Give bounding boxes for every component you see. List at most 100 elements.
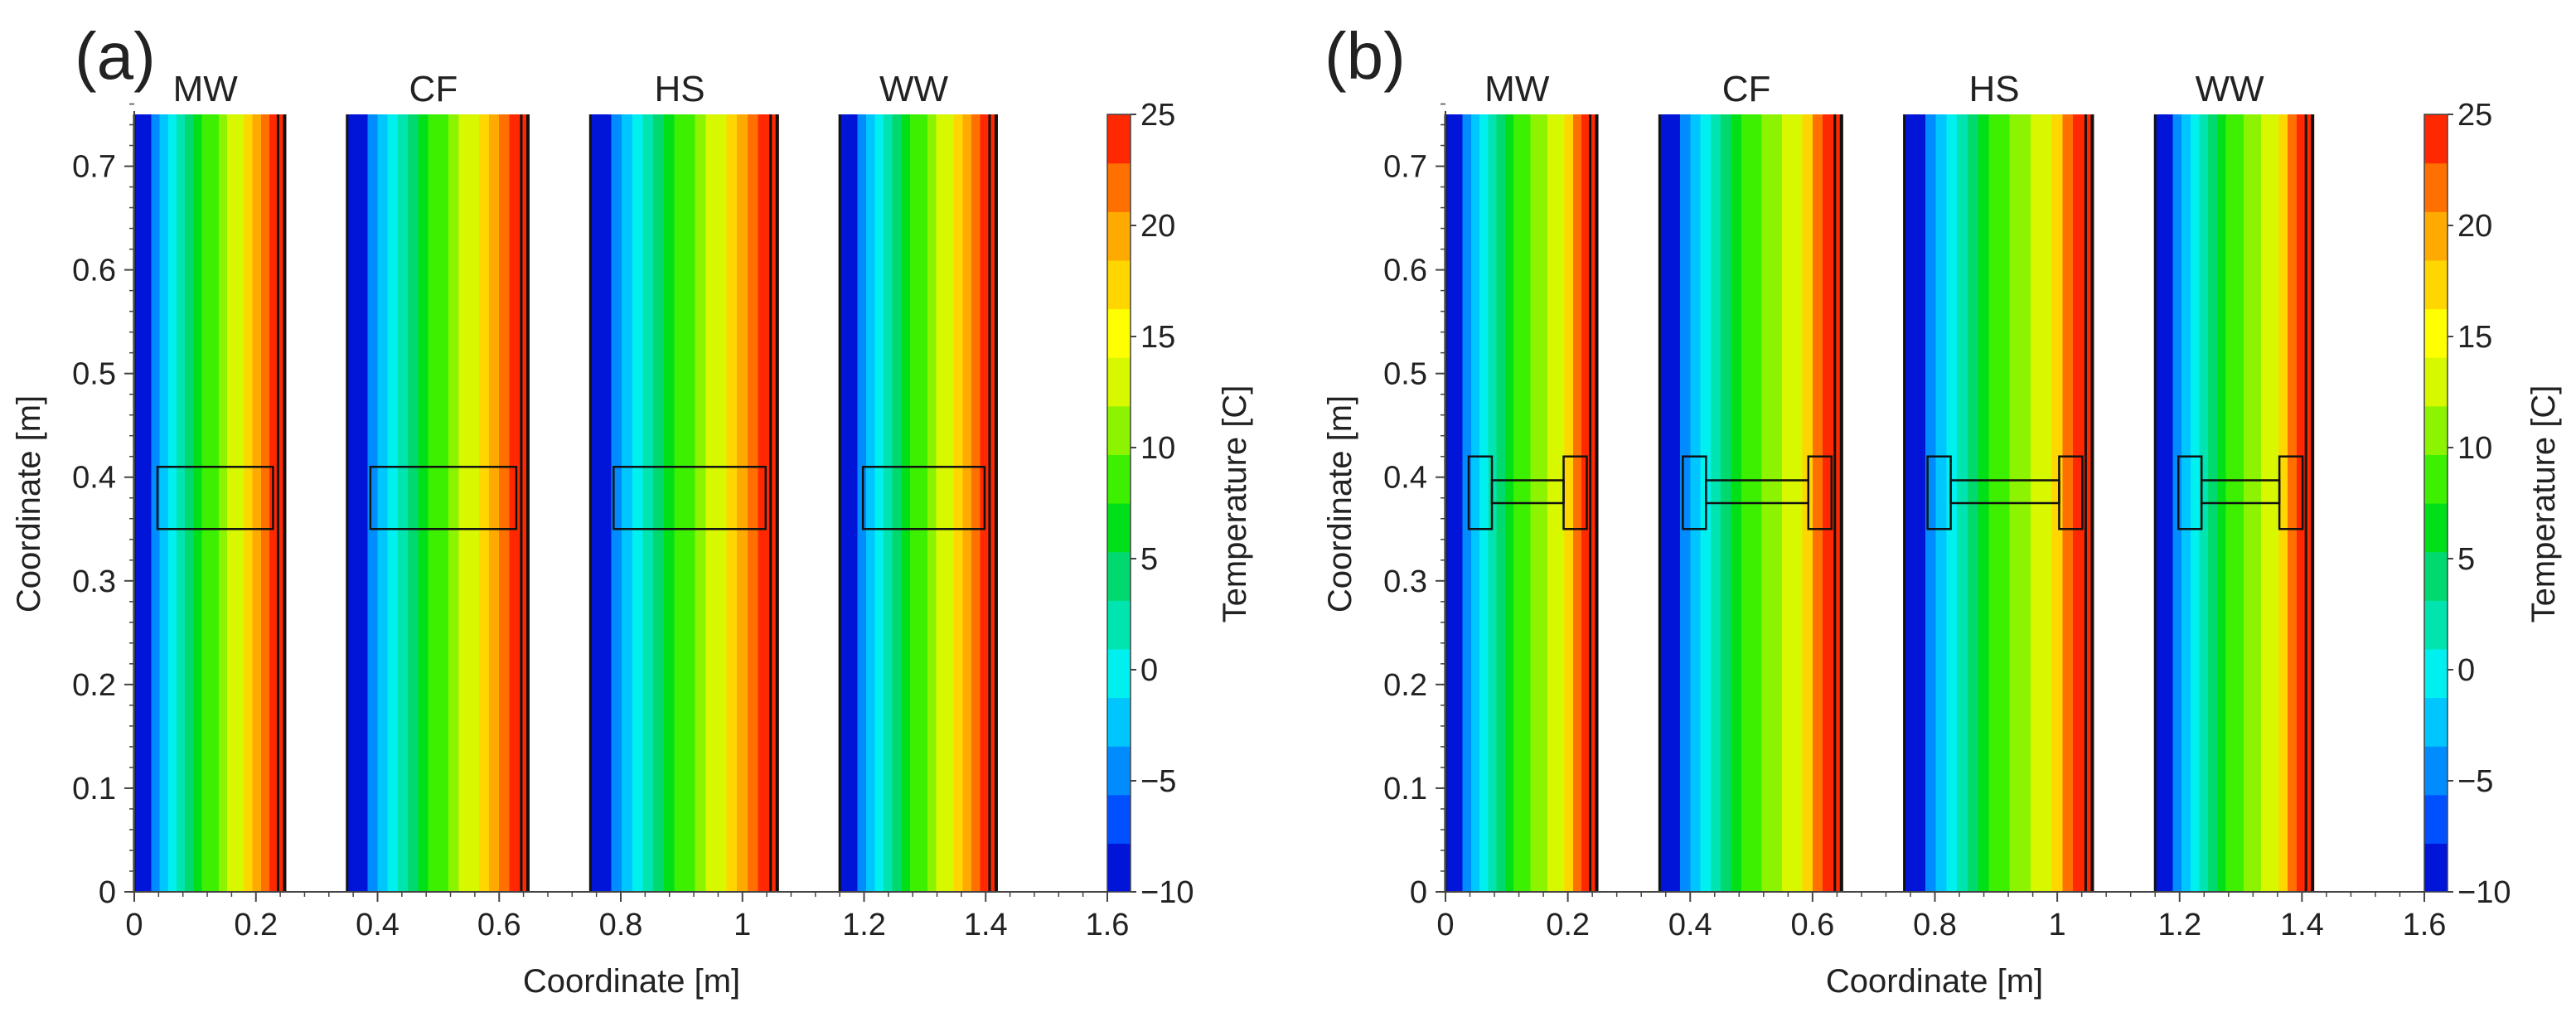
wall-label-mw: MW bbox=[1484, 69, 1550, 109]
colorbar-segment bbox=[2424, 454, 2448, 504]
i-beam-web bbox=[1949, 479, 2060, 505]
colorbar-tick-label: 5 bbox=[1140, 542, 1158, 577]
colorbar-title: Temperature [C] bbox=[1217, 385, 1253, 623]
colorbar-segment bbox=[2424, 357, 2448, 407]
wall-label-hs: HS bbox=[654, 69, 705, 109]
colorbar-segment bbox=[2424, 843, 2448, 893]
x-tick-label: 1.4 bbox=[2280, 908, 2324, 942]
colorbar-segment bbox=[2424, 746, 2448, 796]
colorbar-tick-label: 0 bbox=[1140, 653, 1158, 688]
colorbar-tick-label: 15 bbox=[2457, 320, 2492, 355]
colorbar-segment bbox=[1107, 211, 1131, 261]
y-tick-label: 0.1 bbox=[1383, 772, 1427, 806]
x-axis-title: Coordinate [m] bbox=[1826, 963, 2043, 1000]
colorbar-segment bbox=[2424, 503, 2448, 553]
colorbar-segment bbox=[1107, 114, 1131, 164]
colorbar-segment bbox=[1107, 794, 1131, 844]
beam-outline bbox=[613, 465, 767, 530]
colorbar-frame bbox=[2423, 114, 2448, 893]
colorbar-tick-label: −10 bbox=[2457, 875, 2511, 910]
colorbar-title: Temperature [C] bbox=[2525, 385, 2562, 623]
beam-outline bbox=[156, 465, 274, 530]
y-tick-label: 0.7 bbox=[72, 150, 116, 185]
x-tick-label: 1.2 bbox=[2157, 908, 2201, 942]
colorbar-segment bbox=[2424, 600, 2448, 650]
colorbar-segment bbox=[2424, 259, 2448, 310]
y-tick-label: 0.4 bbox=[1383, 461, 1427, 496]
i-beam-web bbox=[1705, 479, 1810, 505]
colorbar-segment bbox=[1107, 600, 1131, 650]
x-tick-label: 0.4 bbox=[1668, 908, 1712, 942]
wall-label-hs: HS bbox=[1968, 69, 2019, 109]
x-tick-label: 0.2 bbox=[234, 908, 278, 942]
x-tick-label: 0.2 bbox=[1546, 908, 1590, 942]
i-beam-web bbox=[2200, 479, 2281, 505]
colorbar-segment bbox=[2424, 794, 2448, 844]
colorbar-segment bbox=[2424, 114, 2448, 164]
colorbar-tick-label: −10 bbox=[1140, 875, 1194, 910]
y-axis-title: Coordinate [m] bbox=[11, 395, 47, 613]
colorbar-tick-label: −5 bbox=[2457, 764, 2493, 799]
colorbar-segment bbox=[1107, 357, 1131, 407]
colorbar-tick-label: 5 bbox=[2457, 542, 2475, 577]
y-tick-label: 0.1 bbox=[72, 772, 116, 806]
colorbar-segment bbox=[1107, 454, 1131, 504]
colorbar-segment bbox=[1107, 405, 1131, 455]
x-tick-label: 0.4 bbox=[356, 908, 399, 942]
wall-field-mw bbox=[134, 114, 287, 892]
x-tick-label: 1.6 bbox=[1086, 908, 1130, 942]
x-tick-label: 1.4 bbox=[964, 908, 1008, 942]
colorbar-segment bbox=[2424, 308, 2448, 358]
colorbar-tick-label: 10 bbox=[2457, 431, 2492, 466]
wall-label-cf: CF bbox=[1722, 69, 1771, 109]
colorbar-segment bbox=[2424, 551, 2448, 601]
x-tick-label: 0.8 bbox=[1913, 908, 1957, 942]
colorbar-tick-label: 20 bbox=[1140, 209, 1175, 244]
colorbar-segment bbox=[1107, 162, 1131, 212]
y-tick-label: 0.3 bbox=[72, 564, 116, 599]
wall-label-ww: WW bbox=[2196, 69, 2265, 109]
colorbar-frame bbox=[1106, 114, 1131, 893]
y-tick-label: 0.5 bbox=[1383, 357, 1427, 392]
colorbar-tick-label: 0 bbox=[2457, 653, 2475, 688]
plot-area: MW CF HS WW −10 −5 0 5 10 15 20 25 0 0.2 0.4 0.6 0.8 1 1.2… bbox=[72, 69, 1194, 942]
colorbar-tick-label: −5 bbox=[1140, 764, 1176, 799]
x-tick-label: 0.6 bbox=[477, 908, 521, 942]
x-tick-label: 0 bbox=[125, 908, 143, 942]
colorbar-tick-label: 20 bbox=[2457, 209, 2492, 244]
y-tick-label: 0.6 bbox=[1383, 254, 1427, 288]
colorbar-tick-label: 25 bbox=[2457, 98, 2492, 133]
colorbar-segment bbox=[2424, 697, 2448, 747]
beam-outline bbox=[861, 465, 986, 530]
colorbar-segment bbox=[2424, 405, 2448, 455]
colorbar-segment bbox=[1107, 648, 1131, 699]
wall-field-cf bbox=[346, 114, 530, 892]
colorbar-segment bbox=[1107, 843, 1131, 893]
panel-label: (b) bbox=[1324, 19, 1406, 93]
x-tick-label: 0 bbox=[1436, 908, 1454, 942]
y-tick-label: 0.7 bbox=[1383, 150, 1427, 185]
y-tick-label: 0.3 bbox=[1383, 564, 1427, 599]
colorbar-segment bbox=[1107, 503, 1131, 553]
colorbar-segment bbox=[1107, 551, 1131, 601]
colorbar-segment bbox=[1107, 259, 1131, 310]
x-tick-label: 1 bbox=[2049, 908, 2066, 942]
y-axis-title: Coordinate [m] bbox=[1322, 395, 1358, 613]
i-beam-web bbox=[1490, 479, 1565, 505]
colorbar-segment bbox=[1107, 697, 1131, 747]
colorbar-segment bbox=[2424, 648, 2448, 699]
colorbar-tick-label: 10 bbox=[1140, 431, 1175, 466]
beam-outline bbox=[369, 465, 518, 530]
x-tick-label: 1.2 bbox=[842, 908, 886, 942]
y-tick-label: 0.4 bbox=[72, 461, 116, 496]
x-tick-label: 0.8 bbox=[599, 908, 643, 942]
panel-label: (a) bbox=[75, 19, 156, 93]
colorbar-tick-label: 15 bbox=[1140, 320, 1175, 355]
y-tick-label: 0 bbox=[99, 875, 116, 910]
wall-label-ww: WW bbox=[879, 69, 949, 109]
y-tick-label: 0.5 bbox=[72, 357, 116, 392]
colorbar-segment bbox=[2424, 211, 2448, 261]
y-tick-label: 0.2 bbox=[72, 668, 116, 703]
colorbar-segment bbox=[2424, 162, 2448, 212]
